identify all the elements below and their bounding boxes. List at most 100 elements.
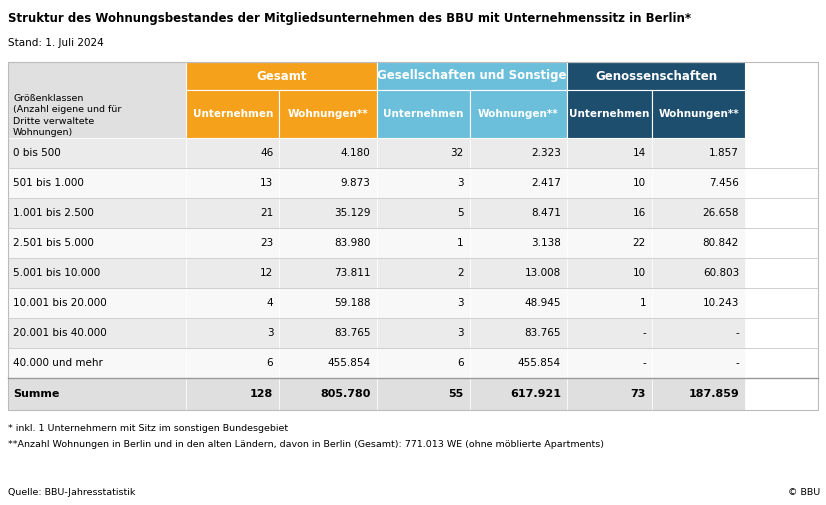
Text: 5.001 bis 10.000: 5.001 bis 10.000 [13, 268, 100, 278]
Text: Größenklassen
(Anzahl eigene und für
Dritte verwaltete
Wohnungen): Größenklassen (Anzahl eigene und für Dri… [13, 94, 121, 137]
FancyBboxPatch shape [652, 168, 745, 198]
Text: 2.323: 2.323 [531, 148, 561, 158]
Text: 46: 46 [260, 148, 273, 158]
FancyBboxPatch shape [652, 348, 745, 378]
Text: 73.811: 73.811 [334, 268, 371, 278]
Text: -: - [735, 328, 739, 338]
FancyBboxPatch shape [377, 378, 470, 410]
FancyBboxPatch shape [186, 62, 377, 90]
Text: 1.857: 1.857 [710, 148, 739, 158]
FancyBboxPatch shape [8, 228, 186, 258]
FancyBboxPatch shape [567, 378, 652, 410]
FancyBboxPatch shape [186, 228, 279, 258]
Text: Unternehmen: Unternehmen [569, 109, 649, 119]
FancyBboxPatch shape [8, 138, 186, 168]
FancyBboxPatch shape [377, 228, 470, 258]
Text: 2: 2 [457, 268, 463, 278]
Text: Summe: Summe [13, 389, 59, 399]
FancyBboxPatch shape [279, 198, 377, 228]
FancyBboxPatch shape [652, 318, 745, 348]
Text: 501 bis 1.000: 501 bis 1.000 [13, 178, 84, 188]
FancyBboxPatch shape [567, 258, 652, 288]
Text: 187.859: 187.859 [688, 389, 739, 399]
FancyBboxPatch shape [652, 258, 745, 288]
FancyBboxPatch shape [279, 348, 377, 378]
Text: 35.129: 35.129 [334, 208, 371, 218]
FancyBboxPatch shape [377, 90, 470, 138]
Text: 1.001 bis 2.500: 1.001 bis 2.500 [13, 208, 94, 218]
FancyBboxPatch shape [186, 168, 279, 198]
FancyBboxPatch shape [186, 258, 279, 288]
FancyBboxPatch shape [186, 378, 279, 410]
FancyBboxPatch shape [8, 62, 186, 138]
FancyBboxPatch shape [8, 348, 186, 378]
FancyBboxPatch shape [470, 318, 567, 348]
FancyBboxPatch shape [279, 228, 377, 258]
Text: 9.873: 9.873 [340, 178, 371, 188]
Text: 40.000 und mehr: 40.000 und mehr [13, 358, 103, 368]
FancyBboxPatch shape [470, 348, 567, 378]
FancyBboxPatch shape [377, 138, 470, 168]
FancyBboxPatch shape [186, 288, 279, 318]
Text: 16: 16 [633, 208, 646, 218]
FancyBboxPatch shape [8, 258, 186, 288]
Text: 1: 1 [457, 238, 463, 248]
FancyBboxPatch shape [377, 198, 470, 228]
Text: 10: 10 [633, 268, 646, 278]
Text: 55: 55 [449, 389, 463, 399]
FancyBboxPatch shape [652, 90, 745, 138]
FancyBboxPatch shape [470, 138, 567, 168]
Text: Stand: 1. Juli 2024: Stand: 1. Juli 2024 [8, 38, 104, 48]
Text: Gesamt: Gesamt [256, 70, 306, 82]
FancyBboxPatch shape [186, 90, 279, 138]
FancyBboxPatch shape [279, 318, 377, 348]
Text: 4.180: 4.180 [341, 148, 371, 158]
Text: Unternehmen: Unternehmen [383, 109, 463, 119]
Text: Unternehmen: Unternehmen [192, 109, 273, 119]
Text: 48.945: 48.945 [525, 298, 561, 308]
FancyBboxPatch shape [567, 288, 652, 318]
Text: 3: 3 [457, 178, 463, 188]
Text: * inkl. 1 Unternehmern mit Sitz im sonstigen Bundesgebiet: * inkl. 1 Unternehmern mit Sitz im sonst… [8, 424, 288, 433]
Text: 455.854: 455.854 [518, 358, 561, 368]
FancyBboxPatch shape [377, 318, 470, 348]
FancyBboxPatch shape [567, 198, 652, 228]
Text: 3.138: 3.138 [531, 238, 561, 248]
Text: 6: 6 [267, 358, 273, 368]
FancyBboxPatch shape [567, 138, 652, 168]
FancyBboxPatch shape [567, 90, 652, 138]
FancyBboxPatch shape [377, 62, 567, 90]
Text: 83.765: 83.765 [525, 328, 561, 338]
Text: 59.188: 59.188 [334, 298, 371, 308]
Text: Genossenschaften: Genossenschaften [595, 70, 717, 82]
Text: 12: 12 [260, 268, 273, 278]
FancyBboxPatch shape [470, 258, 567, 288]
Text: Wohnungen**: Wohnungen** [658, 109, 738, 119]
FancyBboxPatch shape [279, 288, 377, 318]
Text: 32: 32 [450, 148, 463, 158]
Text: Struktur des Wohnungsbestandes der Mitgliedsunternehmen des BBU mit Unternehmens: Struktur des Wohnungsbestandes der Mitgl… [8, 12, 691, 25]
FancyBboxPatch shape [470, 378, 567, 410]
Text: -: - [642, 358, 646, 368]
Text: 5: 5 [457, 208, 463, 218]
Text: 73: 73 [630, 389, 646, 399]
FancyBboxPatch shape [377, 288, 470, 318]
Text: 6: 6 [457, 358, 463, 368]
FancyBboxPatch shape [8, 168, 186, 198]
Text: -: - [735, 358, 739, 368]
FancyBboxPatch shape [377, 168, 470, 198]
FancyBboxPatch shape [652, 198, 745, 228]
FancyBboxPatch shape [567, 62, 745, 90]
FancyBboxPatch shape [567, 168, 652, 198]
Text: Wohnungen**: Wohnungen** [478, 109, 558, 119]
Text: 455.854: 455.854 [327, 358, 371, 368]
FancyBboxPatch shape [470, 198, 567, 228]
FancyBboxPatch shape [279, 138, 377, 168]
FancyBboxPatch shape [470, 288, 567, 318]
Text: 2.501 bis 5.000: 2.501 bis 5.000 [13, 238, 94, 248]
FancyBboxPatch shape [470, 228, 567, 258]
Text: 14: 14 [633, 148, 646, 158]
FancyBboxPatch shape [279, 168, 377, 198]
Text: 60.803: 60.803 [703, 268, 739, 278]
Text: © BBU: © BBU [788, 488, 820, 497]
